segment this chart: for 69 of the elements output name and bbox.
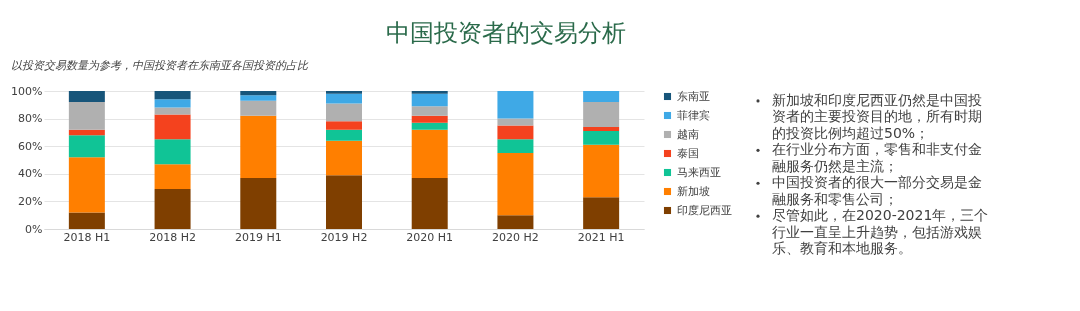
legend-label: 东南亚 (677, 89, 710, 103)
bar (411, 93, 448, 107)
bar (583, 126, 620, 132)
bar (583, 197, 620, 229)
y-tick-label: 60% (18, 139, 43, 153)
bar (240, 100, 277, 116)
legend-label: 印度尼西亚 (677, 203, 732, 217)
bar (240, 95, 277, 101)
bar (411, 115, 448, 123)
text: 新加坡和印度尼西亚仍然是中国投资者的主要投资目的地，所有时期的投资比例均超过50%； (772, 91, 982, 141)
legend-label: 菲律宾 (677, 108, 710, 122)
x-tick-label: 2018 H2 (149, 230, 196, 244)
bar (583, 144, 620, 198)
x-tick-label: 2020 H1 (406, 230, 454, 244)
bar (411, 122, 448, 130)
bar (154, 164, 191, 189)
bar (154, 91, 191, 100)
bar (411, 177, 448, 229)
bar (411, 91, 448, 94)
bar (326, 175, 362, 229)
legend-label: 泰国 (677, 146, 699, 160)
bar (240, 91, 277, 96)
bar (411, 106, 448, 116)
bar (497, 125, 534, 140)
bar (240, 177, 277, 229)
bar (326, 129, 362, 141)
x-tick-label: 2020 H2 (492, 230, 539, 244)
x-tick-label: 2019 H2 (320, 230, 368, 244)
bar (411, 129, 448, 178)
bar (326, 93, 362, 104)
bar (497, 139, 534, 154)
y-tick-label: 100% (11, 84, 43, 98)
y-tick-label: 80% (18, 112, 43, 126)
bar (583, 131, 620, 145)
bar (497, 118, 534, 126)
bar (68, 91, 105, 103)
bar (68, 135, 105, 158)
y-tick-label: 0% (25, 222, 43, 236)
y-tick-label: 40% (18, 167, 43, 181)
bar (497, 153, 534, 216)
x-tick-label: 2018 H1 (63, 230, 111, 244)
bar (68, 212, 105, 229)
legend-label: 新加坡 (677, 184, 710, 198)
bar (326, 103, 362, 122)
bar (497, 91, 534, 119)
text: 中国投资者的很大一部分交易是金融服务和零售公司； (772, 174, 982, 207)
legend-label: 越南 (677, 127, 699, 141)
x-tick-label: 2019 H1 (234, 230, 282, 244)
bar (240, 115, 277, 178)
bar (326, 140, 362, 176)
bar (68, 157, 105, 213)
text: 尽管如此，在2020-2021年，三个行业一直呈上升趋势，包括游戏娱乐、教育和本地服务。 (772, 207, 989, 257)
bar (497, 215, 534, 229)
bar (68, 102, 105, 130)
bar (326, 121, 362, 130)
bar (583, 102, 620, 127)
bar (154, 114, 191, 140)
y-tick-label: 20% (18, 194, 43, 208)
bar (154, 188, 191, 229)
bar (583, 91, 620, 103)
legend-label: 马来西亚 (677, 165, 721, 179)
bar (154, 139, 191, 165)
bar (326, 91, 362, 94)
x-tick-label: 2021 H1 (577, 230, 625, 244)
chart-title: 中国投资者的交易分析 (386, 19, 627, 47)
bar (68, 129, 105, 136)
text: 在行业分布方面，零售和非支付金融服务仍然是主流； (772, 141, 982, 174)
bar (154, 99, 191, 108)
chart-subtitle: 以投资交易数量为参考，中国投资者在东南亚各国投资的占比 (10, 59, 309, 72)
